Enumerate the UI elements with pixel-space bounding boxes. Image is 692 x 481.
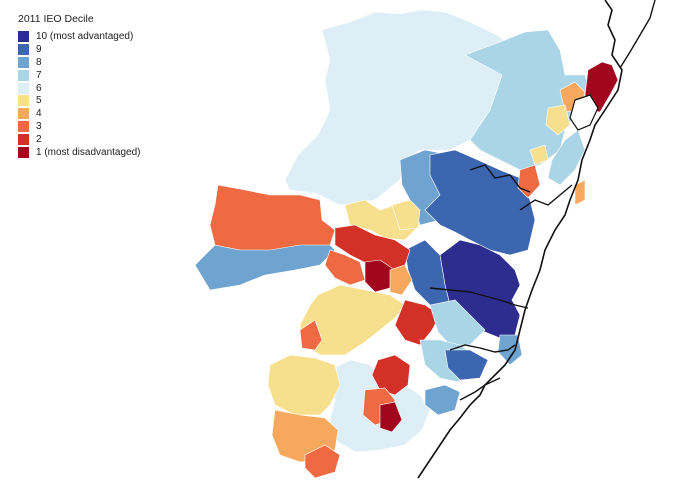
legend-label: 6 <box>36 82 42 94</box>
legend-item-decile-4: 4 <box>18 107 141 120</box>
legend-item-decile-6: 6 <box>18 82 141 95</box>
legend-swatch <box>18 108 29 120</box>
region-decile-8[interactable] <box>497 334 523 366</box>
legend-item-decile-5: 5 <box>18 94 141 107</box>
legend-label: 5 <box>36 95 42 107</box>
legend-items: 10 (most advantaged) 9 8 7 6 5 4 3 2 1 (most disa… <box>18 30 141 159</box>
coastline-outer <box>619 0 656 69</box>
legend-label: 8 <box>36 56 42 68</box>
legend-swatch <box>18 95 29 107</box>
region-decile-7[interactable] <box>464 29 591 171</box>
region-decile-4[interactable] <box>574 179 586 206</box>
region-decile-5[interactable] <box>267 354 341 416</box>
legend-item-decile-1: 1 (most disadvantaged) <box>18 146 141 159</box>
legend-label: 10 (most advantaged) <box>36 30 134 42</box>
region-decile-7[interactable] <box>547 129 586 186</box>
legend-label: 7 <box>36 69 42 81</box>
region-decile-5[interactable] <box>529 144 549 166</box>
region-decile-5[interactable] <box>545 104 571 136</box>
legend-label: 9 <box>36 43 42 55</box>
legend: 2011 IEO Decile 10 (most advantaged) 9 8 7 6… <box>18 13 141 159</box>
region-decile-5[interactable] <box>391 199 421 231</box>
legend-item-decile-2: 2 <box>18 133 141 146</box>
region-decile-3[interactable] <box>324 249 366 286</box>
legend-item-decile-8: 8 <box>18 56 141 69</box>
region-decile-3[interactable] <box>209 184 336 251</box>
legend-swatch <box>18 69 29 81</box>
region-decile-9[interactable] <box>444 349 489 381</box>
broken-bay <box>519 184 573 211</box>
parramatta-river <box>429 287 529 309</box>
region-decile-2[interactable] <box>394 299 441 346</box>
port-hacking <box>459 377 501 401</box>
legend-swatch <box>18 82 29 94</box>
region-decile-8[interactable] <box>424 384 461 416</box>
legend-item-decile-9: 9 <box>18 43 141 56</box>
region-decile-2[interactable] <box>371 354 411 396</box>
legend-swatch <box>18 134 29 146</box>
region-decile-7[interactable] <box>429 299 486 346</box>
legend-item-decile-7: 7 <box>18 69 141 82</box>
legend-label: 1 (most disadvantaged) <box>36 146 141 158</box>
legend-label: 3 <box>36 121 42 133</box>
region-decile-6[interactable] <box>284 9 513 206</box>
botany-bay <box>449 344 516 353</box>
legend-swatch <box>18 121 29 133</box>
legend-swatch <box>18 56 29 68</box>
region-decile-3[interactable] <box>304 444 341 479</box>
legend-item-decile-3: 3 <box>18 120 141 133</box>
legend-label: 2 <box>36 134 42 146</box>
legend-swatch <box>18 146 29 158</box>
legend-item-decile-10: 10 (most advantaged) <box>18 30 141 43</box>
coastline <box>417 0 623 479</box>
region-decile-5[interactable] <box>299 284 406 356</box>
legend-swatch <box>18 30 29 42</box>
region-decile-1[interactable] <box>379 401 403 433</box>
legend-label: 4 <box>36 108 42 120</box>
legend-title: 2011 IEO Decile <box>18 13 94 25</box>
legend-swatch <box>18 43 29 55</box>
region-decile-9[interactable] <box>424 149 536 256</box>
region-decile-4[interactable] <box>389 264 413 296</box>
tuggerah-lake <box>569 94 599 131</box>
hawkesbury-river <box>469 164 531 193</box>
region-decile-3[interactable] <box>299 319 323 351</box>
